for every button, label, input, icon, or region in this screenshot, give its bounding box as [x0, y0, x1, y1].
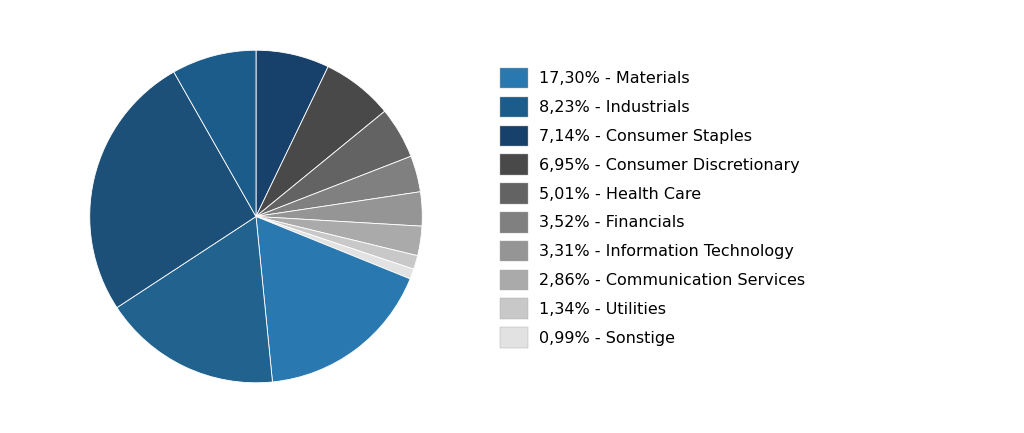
Wedge shape: [256, 216, 414, 279]
Wedge shape: [256, 111, 411, 216]
Legend: 17,30% - Materials, 8,23% - Industrials, 7,14% - Consumer Staples, 6,95% - Consu: 17,30% - Materials, 8,23% - Industrials,…: [500, 68, 806, 348]
Wedge shape: [256, 216, 418, 269]
Wedge shape: [256, 216, 411, 382]
Wedge shape: [256, 216, 422, 256]
Wedge shape: [256, 67, 385, 216]
Wedge shape: [256, 50, 328, 216]
Wedge shape: [256, 192, 422, 226]
Wedge shape: [90, 72, 256, 307]
Wedge shape: [174, 50, 256, 216]
Wedge shape: [256, 156, 421, 216]
Wedge shape: [117, 216, 272, 383]
